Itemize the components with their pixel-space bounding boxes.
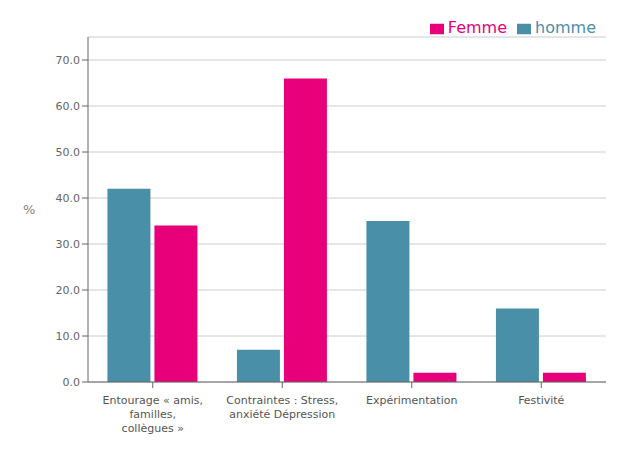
svg-text:50.0: 50.0 xyxy=(56,146,81,159)
svg-text:Festivité: Festivité xyxy=(518,394,564,407)
html-text:Femme: Femme xyxy=(447,18,507,37)
svg-text:Expérimentation: Expérimentation xyxy=(366,394,457,407)
svg-text:10.0: 10.0 xyxy=(56,330,81,343)
svg-text:20.0: 20.0 xyxy=(56,284,81,297)
svg-text:Entourage « amis,familles,coll: Entourage « amis,familles,collègues » xyxy=(103,394,203,435)
svg-text:30.0: 30.0 xyxy=(56,238,81,251)
svg-text:40.0: 40.0 xyxy=(56,192,81,205)
svg-text:70.0: 70.0 xyxy=(56,54,81,67)
svg-text:0.0: 0.0 xyxy=(63,376,81,389)
svg-text:%: % xyxy=(23,202,35,217)
svg-text:60.0: 60.0 xyxy=(56,100,81,113)
svg-text:Contraintes : Stress,anxiété D: Contraintes : Stress,anxiété Dépression xyxy=(226,394,338,421)
html-text:homme: homme xyxy=(535,18,596,37)
